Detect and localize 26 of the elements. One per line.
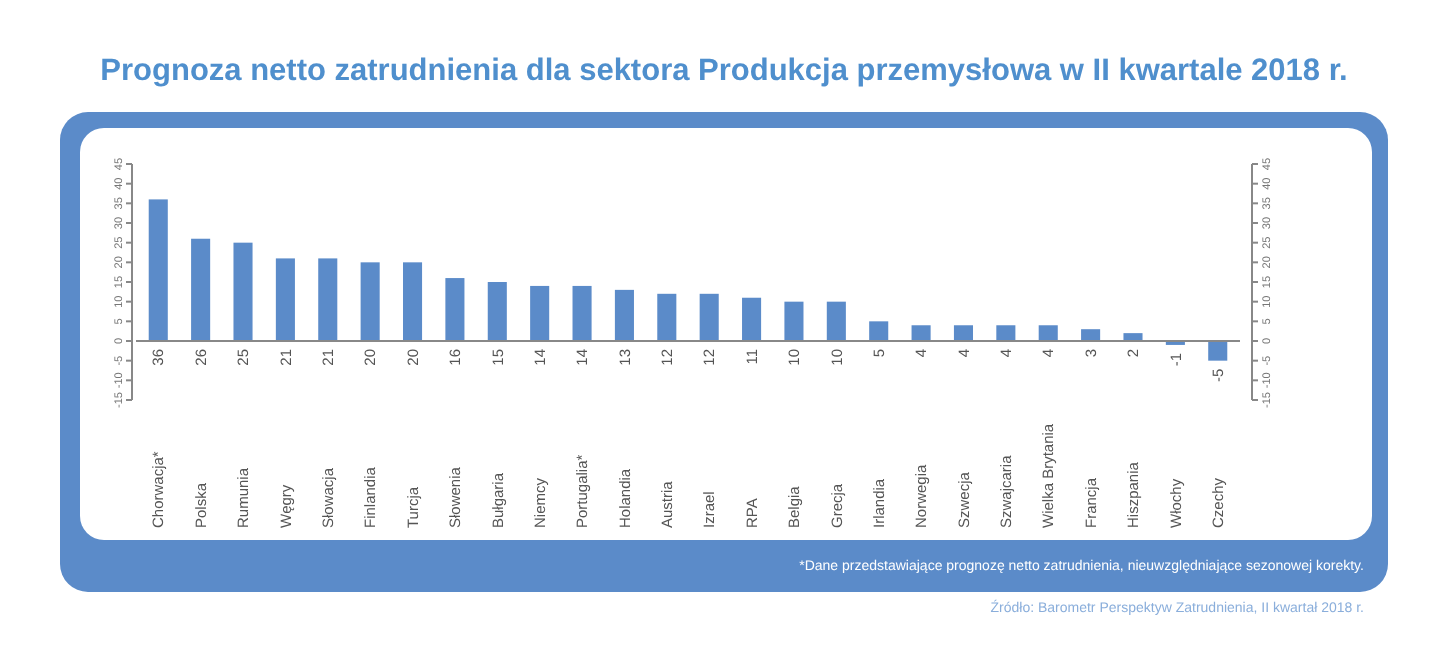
bar [445, 278, 465, 341]
bar [614, 289, 634, 341]
bar [148, 199, 168, 341]
bar [233, 242, 253, 341]
bar [530, 285, 550, 341]
bar [996, 325, 1016, 341]
bar [318, 258, 338, 341]
bar [826, 301, 846, 341]
bar [191, 238, 211, 341]
bar [1038, 325, 1058, 341]
bar [742, 297, 762, 341]
chart-title: Prognoza netto zatrudnienia dla sektora Produkcja przemysłowa w II kwartale 2018 r. [100, 54, 1348, 88]
bar [657, 293, 677, 341]
bar [869, 321, 889, 341]
bar [1081, 329, 1101, 341]
bar [699, 293, 719, 341]
bar [402, 262, 423, 341]
bar [275, 258, 295, 341]
bar [911, 325, 931, 341]
bar [572, 285, 592, 341]
bar [360, 262, 380, 341]
bar [1208, 341, 1228, 361]
bar [953, 325, 974, 341]
bar [784, 301, 804, 341]
bar [487, 282, 507, 341]
bar [1123, 333, 1143, 341]
